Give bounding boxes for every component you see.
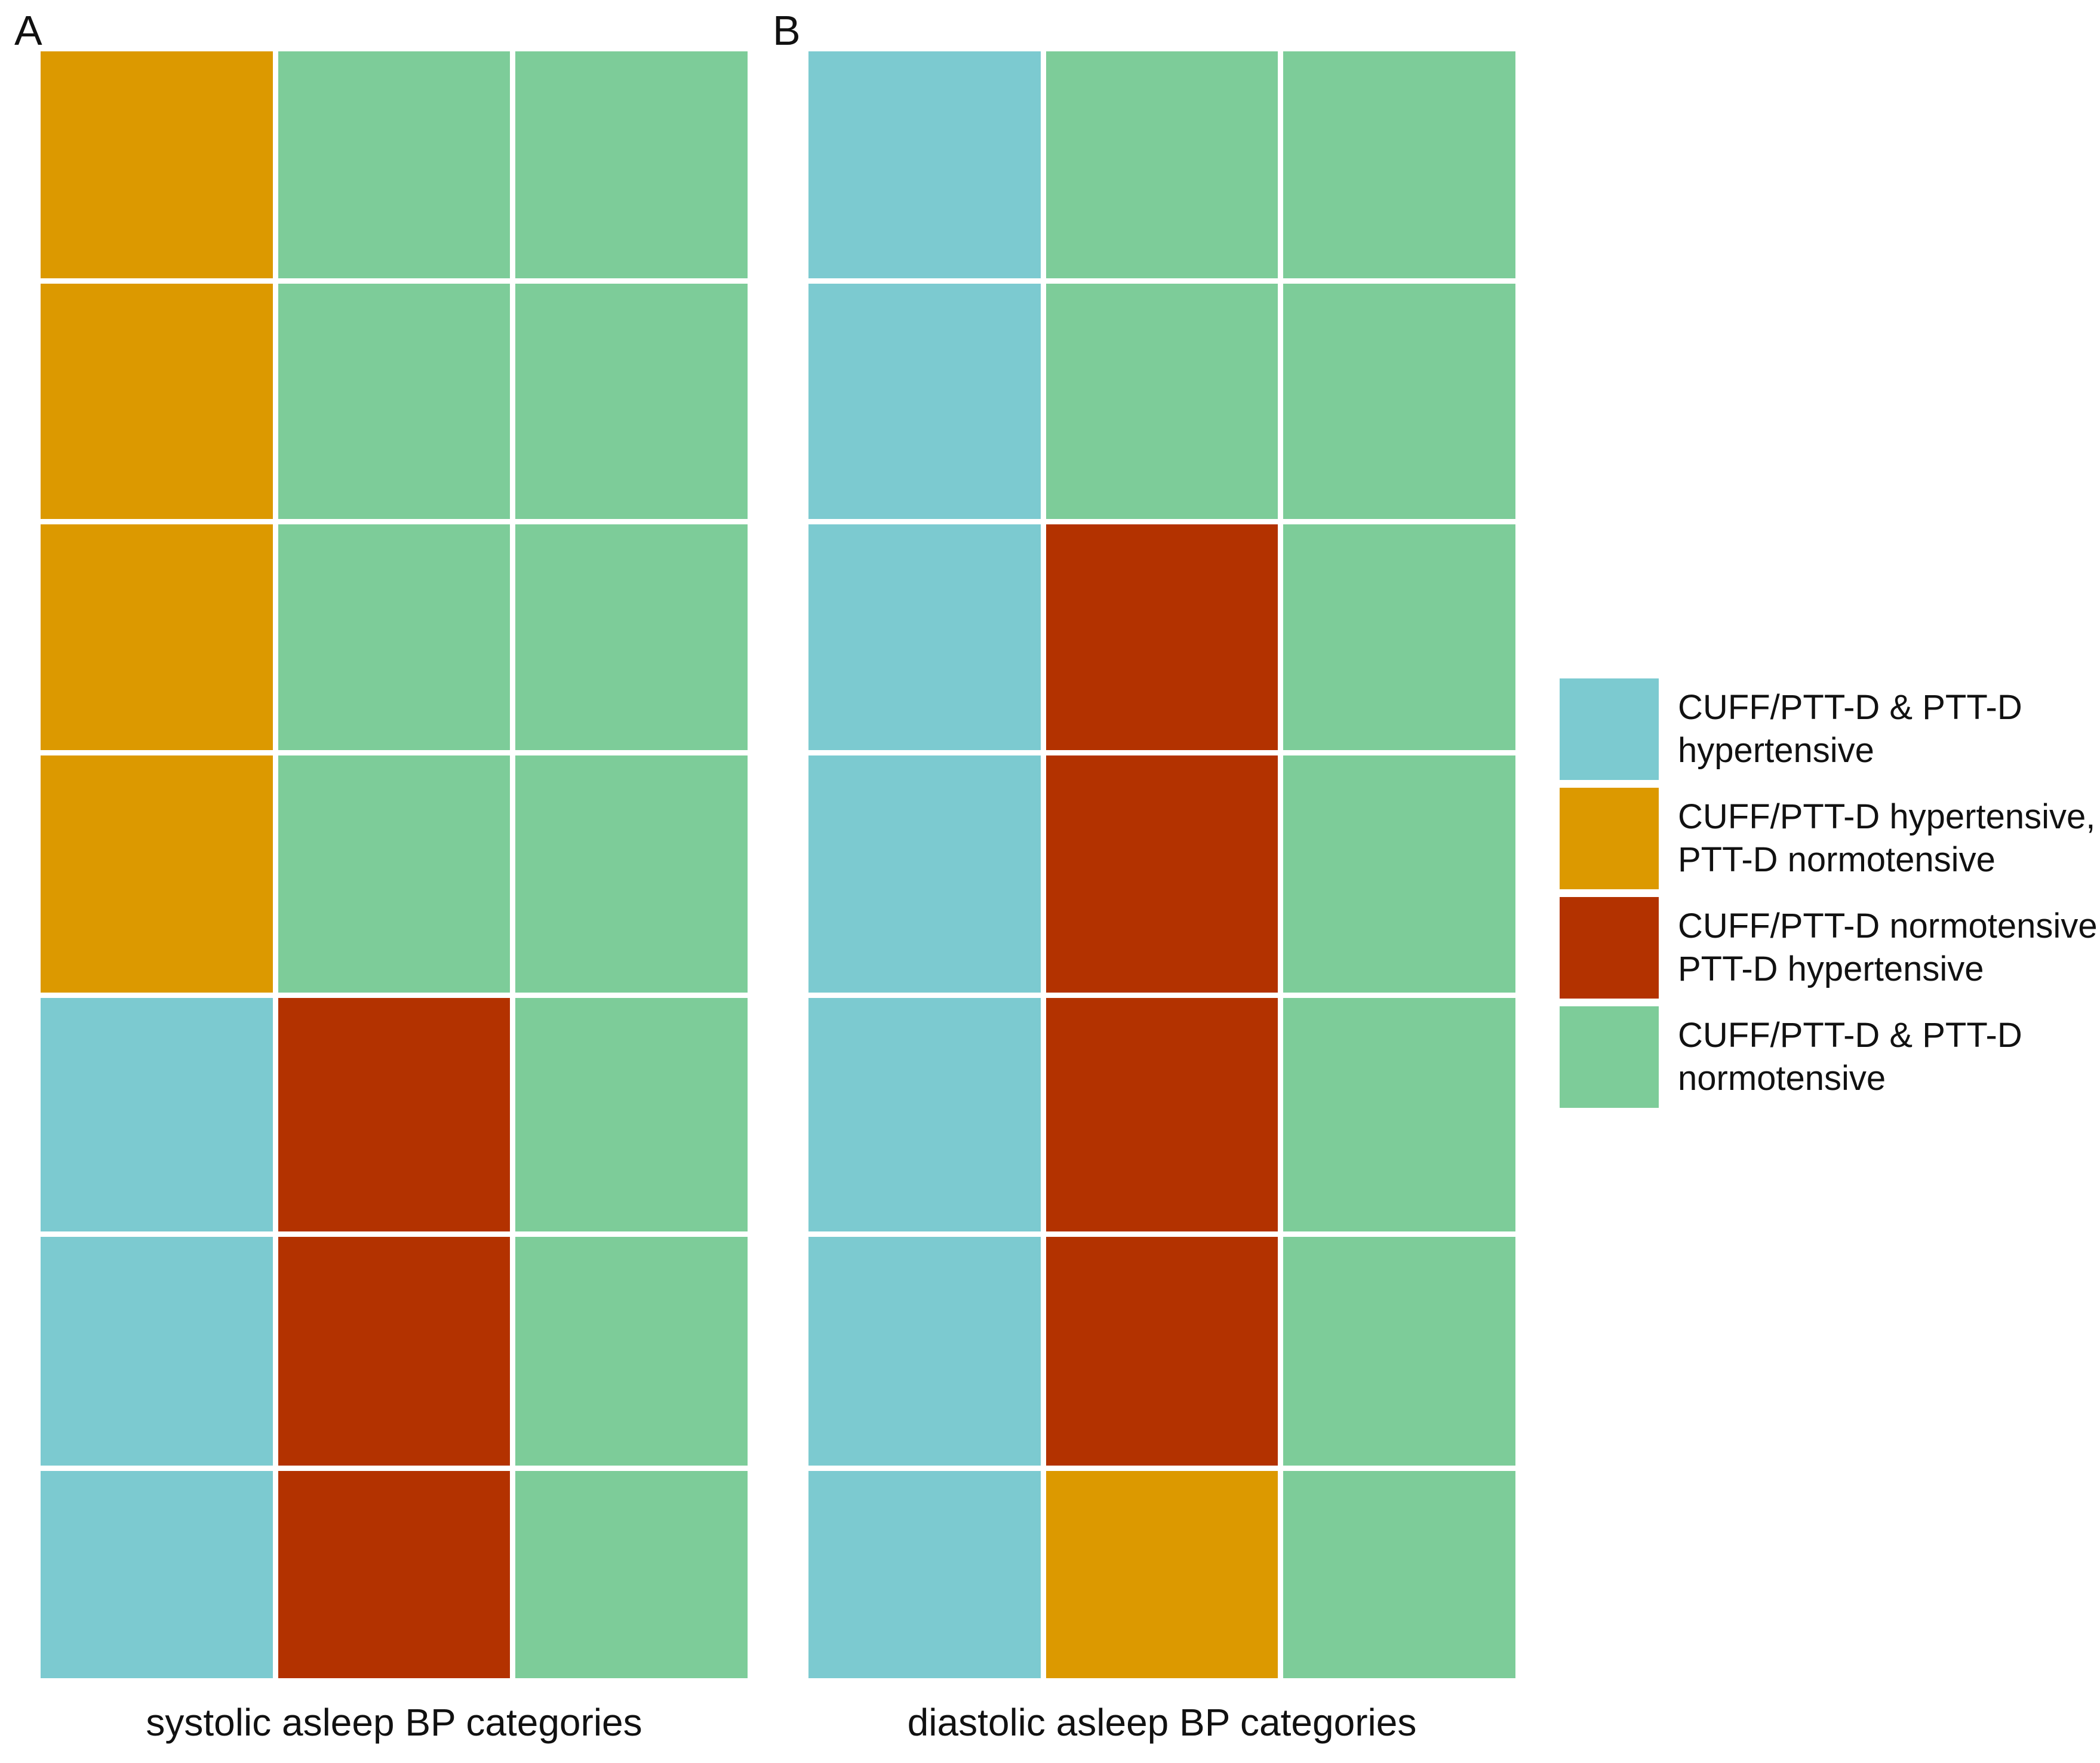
grid-cell: [808, 1236, 1041, 1466]
grid-cell: [515, 755, 748, 993]
legend-label-line: CUFF/PTT-D & PTT-D: [1678, 1016, 2022, 1055]
legend-swatch-orange: [1560, 788, 1659, 889]
legend-item: CUFF/PTT-D normotensive, PTT-D hypertens…: [1560, 897, 2100, 999]
grid-cell: [41, 755, 273, 993]
panel-b-grid: [808, 51, 1515, 1678]
panel-a-letter: A: [14, 7, 42, 54]
legend-label-line: normotensive: [1678, 1059, 1886, 1098]
legend-label-line: CUFF/PTT-D hypertensive,: [1678, 797, 2096, 836]
grid-cell: [1283, 755, 1515, 993]
panel-b-letter: B: [773, 7, 801, 54]
legend-item: CUFF/PTT-D & PTT-D hypertensive: [1560, 678, 2097, 780]
grid-cell: [515, 1470, 748, 1678]
grid-cell: [1046, 1236, 1278, 1466]
grid-cell: [1283, 998, 1515, 1231]
legend-item: CUFF/PTT-D hypertensive, PTT-D normotens…: [1560, 788, 2097, 889]
grid-cell: [41, 1470, 273, 1678]
legend-swatch-green: [1560, 1006, 1659, 1108]
grid-cell: [1283, 284, 1515, 519]
grid-cell: [278, 1236, 511, 1466]
legend-label-line: CUFF/PTT-D normotensive,: [1678, 907, 2100, 945]
legend-label: CUFF/PTT-D hypertensive, PTT-D normotens…: [1678, 796, 2095, 882]
grid-cell: [278, 755, 511, 993]
legend-label-line: PTT-D normotensive: [1678, 840, 1996, 879]
grid-cell: [278, 51, 511, 279]
grid-cell: [1283, 51, 1515, 279]
grid-cell: [1046, 755, 1278, 993]
grid-cell: [515, 51, 748, 279]
grid-cell: [278, 524, 511, 751]
axis-label-diastolic: diastolic asleep BP categories: [907, 1701, 1417, 1744]
grid-cell: [515, 998, 748, 1231]
grid-cell: [1046, 284, 1278, 519]
grid-cell: [808, 51, 1041, 279]
grid-cell: [515, 524, 748, 751]
grid-cell: [278, 284, 511, 519]
grid-cell: [808, 755, 1041, 993]
grid-cell: [1046, 51, 1278, 279]
legend-label: CUFF/PTT-D normotensive, PTT-D hypertens…: [1678, 905, 2100, 991]
legend: CUFF/PTT-D & PTT-D hypertensive CUFF/PTT…: [1560, 678, 2100, 1116]
grid-cell: [1046, 524, 1278, 751]
grid-cell: [1283, 524, 1515, 751]
grid-cell: [278, 998, 511, 1231]
grid-cell: [515, 1236, 748, 1466]
grid-cell: [278, 1470, 511, 1678]
grid-cell: [41, 1236, 273, 1466]
grid-cell: [1046, 1470, 1278, 1678]
legend-item: CUFF/PTT-D & PTT-D normotensive: [1560, 1006, 2097, 1108]
legend-swatch-teal: [1560, 678, 1659, 780]
grid-cell: [41, 524, 273, 751]
axis-label-systolic: systolic asleep BP categories: [146, 1701, 642, 1744]
grid-cell: [808, 284, 1041, 519]
grid-cell: [41, 284, 273, 519]
legend-label: CUFF/PTT-D & PTT-D normotensive: [1678, 1014, 2022, 1100]
legend-swatch-red: [1560, 897, 1659, 999]
grid-cell: [41, 998, 273, 1231]
panel-a-grid: [41, 51, 748, 1678]
grid-cell: [808, 998, 1041, 1231]
grid-cell: [1283, 1470, 1515, 1678]
grid-cell: [808, 524, 1041, 751]
grid-cell: [41, 51, 273, 279]
legend-label: CUFF/PTT-D & PTT-D hypertensive: [1678, 686, 2022, 772]
legend-label-line: hypertensive: [1678, 731, 1874, 770]
grid-cell: [1046, 998, 1278, 1231]
grid-cell: [808, 1470, 1041, 1678]
grid-cell: [1283, 1236, 1515, 1466]
grid-cell: [515, 284, 748, 519]
legend-label-line: PTT-D hypertensive: [1678, 950, 1984, 988]
legend-label-line: CUFF/PTT-D & PTT-D: [1678, 688, 2022, 727]
